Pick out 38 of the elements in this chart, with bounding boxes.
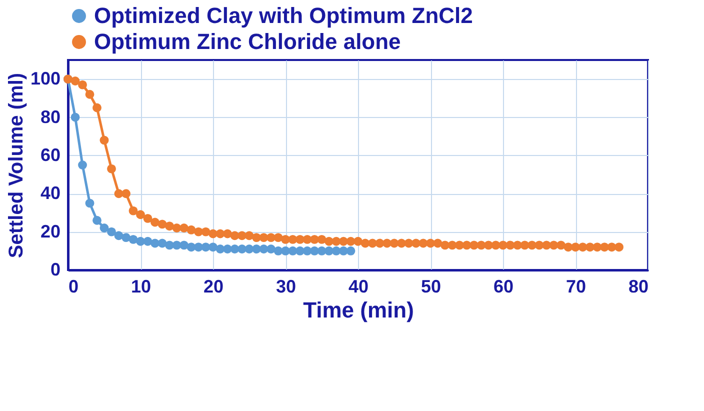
point — [78, 160, 87, 170]
point — [114, 231, 124, 240]
point — [100, 224, 109, 232]
legend-label: Optimized Clay with Optimum ZnCl2 — [94, 3, 473, 28]
y-tick-label: 80 — [40, 106, 60, 127]
y-tick-label: 60 — [40, 144, 60, 165]
point — [70, 112, 80, 122]
x-tick-label: 80 — [628, 276, 648, 296]
point — [208, 242, 218, 252]
x-tick-label: 50 — [420, 276, 442, 296]
point — [136, 236, 145, 246]
point — [180, 240, 188, 250]
point — [92, 216, 102, 225]
x-tick-label: 40 — [348, 276, 369, 296]
x-tick-label: 60 — [493, 276, 514, 296]
x-tick-label: 20 — [203, 276, 224, 296]
point — [266, 244, 276, 254]
x-tick-label: 30 — [276, 276, 296, 296]
x-tick-label: 70 — [566, 276, 586, 296]
x-tick-label: 0 — [68, 276, 79, 296]
y-tick-label: 20 — [40, 221, 60, 242]
point — [223, 244, 232, 254]
x-axis-title: Time (min) — [303, 298, 414, 322]
legend-label: Optimum Zinc Chloride alone — [94, 29, 401, 54]
point — [85, 198, 94, 208]
x-tick-label: 10 — [130, 276, 152, 296]
point — [346, 246, 356, 256]
point — [252, 244, 261, 254]
point — [150, 238, 160, 248]
y-tick-label: 0 — [50, 260, 60, 280]
point — [107, 227, 116, 236]
point — [122, 233, 130, 242]
y-tick-label: 40 — [40, 183, 60, 204]
point — [143, 236, 152, 246]
y-axis-title: Settled Volume (ml) — [5, 72, 28, 258]
point — [128, 234, 138, 244]
point — [238, 244, 246, 254]
y-tick-label: 100 — [30, 68, 60, 89]
